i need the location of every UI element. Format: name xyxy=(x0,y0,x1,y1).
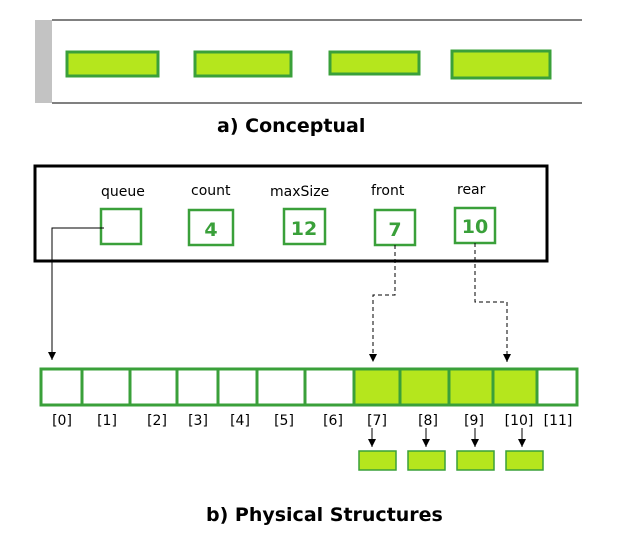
array-index-1: [1] xyxy=(97,413,117,429)
field-box-count xyxy=(187,208,235,247)
data-block-1 xyxy=(407,450,446,471)
conceptual-caption: a) Conceptual xyxy=(217,115,365,137)
array-cell-5 xyxy=(255,367,307,407)
array-cell-8 xyxy=(398,367,451,407)
field-label-count: count xyxy=(191,183,231,199)
queue-pointer-arrow xyxy=(48,227,104,360)
array-cell-6 xyxy=(303,367,356,407)
data-block-3 xyxy=(505,450,544,471)
field-value-rear: 10 xyxy=(462,216,488,238)
conceptual-element-1 xyxy=(65,50,160,78)
conceptual-view: a) Conceptual xyxy=(35,19,582,137)
array-cell-2 xyxy=(128,367,179,407)
queue-back-wall xyxy=(35,20,52,103)
array-cell-4 xyxy=(216,367,259,407)
array-cell-0 xyxy=(39,367,84,407)
conceptual-element-3 xyxy=(328,50,421,76)
data-block-2 xyxy=(456,450,495,471)
field-box-queue xyxy=(99,207,143,246)
head-node-box xyxy=(33,164,549,263)
array-cell-1 xyxy=(80,367,132,407)
array-index-10: [10] xyxy=(505,413,534,429)
field-value-count: 4 xyxy=(204,219,217,241)
field-label-maxsize: maxSize xyxy=(270,184,329,200)
conceptual-element-2 xyxy=(193,50,293,78)
field-label-rear: rear xyxy=(457,182,486,198)
array-index-0: [0] xyxy=(52,413,72,429)
pointer-arrows xyxy=(48,227,511,362)
array-cell-10 xyxy=(491,367,539,407)
array-cell-3 xyxy=(175,367,220,407)
field-label-queue: queue xyxy=(101,184,145,200)
field-value-maxsize: 12 xyxy=(291,218,317,240)
queue-head-structure: queue count 4 maxSize 12 front 7 rear 10 xyxy=(33,164,549,263)
field-box-maxsize xyxy=(282,207,327,246)
array-index-4: [4] xyxy=(230,413,250,429)
array-index-3: [3] xyxy=(188,413,208,429)
array-cell-11 xyxy=(535,367,579,407)
array-index-2: [2] xyxy=(147,413,167,429)
array-cell-7 xyxy=(352,367,402,407)
array-index-5: [5] xyxy=(274,413,294,429)
array-structure: [0] [1] [2] [3] [4] [5] [6] [7] [8] [9] [10] [11] xyxy=(39,367,579,471)
rear-pointer-arrow xyxy=(474,243,511,362)
data-block-0 xyxy=(358,450,397,471)
front-pointer-arrow xyxy=(369,245,396,362)
physical-caption: b) Physical Structures xyxy=(206,504,443,526)
array-index-7: [7] xyxy=(367,413,387,429)
array-cell-9 xyxy=(447,367,495,407)
array-index-9: [9] xyxy=(464,413,484,429)
array-index-6: [6] xyxy=(323,413,343,429)
field-label-front: front xyxy=(371,183,405,199)
array-index-8: [8] xyxy=(418,413,438,429)
conceptual-element-4 xyxy=(450,49,552,80)
array-index-11: [11] xyxy=(544,413,573,429)
field-value-front: 7 xyxy=(388,219,401,241)
